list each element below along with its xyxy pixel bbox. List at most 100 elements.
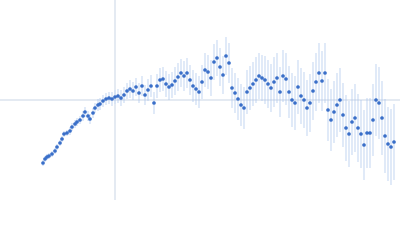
data-point [116, 94, 120, 98]
data-point [341, 113, 345, 117]
data-point [329, 118, 333, 122]
data-point [293, 101, 297, 105]
data-point [185, 71, 189, 75]
data-point [182, 74, 186, 78]
data-point [179, 71, 183, 75]
data-point [278, 90, 282, 94]
data-point [356, 126, 360, 130]
data-point [290, 98, 294, 102]
data-point [350, 120, 354, 124]
data-point [353, 116, 357, 120]
data-point [140, 84, 144, 88]
data-point [91, 111, 95, 115]
data-point [209, 76, 213, 80]
data-point [65, 131, 69, 135]
data-point [122, 93, 126, 97]
data-point [224, 54, 228, 58]
data-point [254, 78, 258, 82]
data-point [119, 96, 123, 100]
data-point [335, 103, 339, 107]
data-point [248, 86, 252, 90]
data-point [347, 132, 351, 136]
data-point [107, 96, 111, 100]
data-point [188, 78, 192, 82]
data-point [296, 85, 300, 89]
data-point [317, 71, 321, 75]
data-point [125, 89, 129, 93]
data-point [326, 108, 330, 112]
data-point [314, 80, 318, 84]
data-point [269, 86, 273, 90]
data-point [68, 129, 72, 133]
data-point [86, 114, 90, 118]
data-point [131, 89, 135, 93]
data-point [389, 145, 393, 149]
data-point [260, 76, 264, 80]
data-point [170, 83, 174, 87]
data-point [281, 74, 285, 78]
data-point [359, 132, 363, 136]
data-point [263, 78, 267, 82]
data-point [380, 116, 384, 120]
data-point [221, 73, 225, 77]
data-point [257, 74, 261, 78]
data-point [70, 125, 74, 129]
data-point [251, 82, 255, 86]
data-point [272, 80, 276, 84]
chart [0, 0, 400, 200]
data-point [365, 131, 369, 135]
data-point [101, 99, 105, 103]
data-point [236, 97, 240, 101]
data-point [176, 75, 180, 79]
data-point [308, 101, 312, 105]
data-point [62, 132, 66, 136]
data-point [203, 68, 207, 72]
data-point [332, 110, 336, 114]
data-point [58, 141, 62, 145]
data-point [173, 79, 177, 83]
data-point [377, 101, 381, 105]
data-point [110, 97, 114, 101]
data-point [197, 90, 201, 94]
data-point [104, 97, 108, 101]
data-point [60, 137, 64, 141]
data-point [266, 82, 270, 86]
data-point [83, 110, 87, 114]
data-point [368, 131, 372, 135]
data-point [88, 117, 92, 121]
data-point [320, 79, 324, 83]
data-point [299, 94, 303, 98]
data-point [383, 134, 387, 138]
data-point [275, 76, 279, 80]
data-point [227, 61, 231, 65]
data-point [215, 56, 219, 60]
data-point [287, 90, 291, 94]
data-point [164, 82, 168, 86]
data-point [53, 149, 57, 153]
data-point [155, 84, 159, 88]
data-point [245, 90, 249, 94]
data-point [146, 88, 150, 92]
data-point [75, 120, 79, 124]
data-point [113, 95, 117, 99]
data-point [311, 89, 315, 93]
data-point [362, 143, 366, 147]
data-point [344, 126, 348, 130]
data-point [134, 85, 138, 89]
data-point [242, 106, 246, 110]
data-point [161, 77, 165, 81]
data-point [194, 87, 198, 91]
data-point [200, 80, 204, 84]
data-point [137, 91, 141, 95]
data-point [374, 98, 378, 102]
data-point [305, 106, 309, 110]
data-point [206, 70, 210, 74]
data-point [386, 142, 390, 146]
data-point [93, 106, 97, 110]
data-point [78, 118, 82, 122]
data-point [218, 65, 222, 69]
data-point [392, 140, 396, 144]
data-point [98, 102, 102, 106]
data-point [233, 91, 237, 95]
data-point [128, 87, 132, 91]
